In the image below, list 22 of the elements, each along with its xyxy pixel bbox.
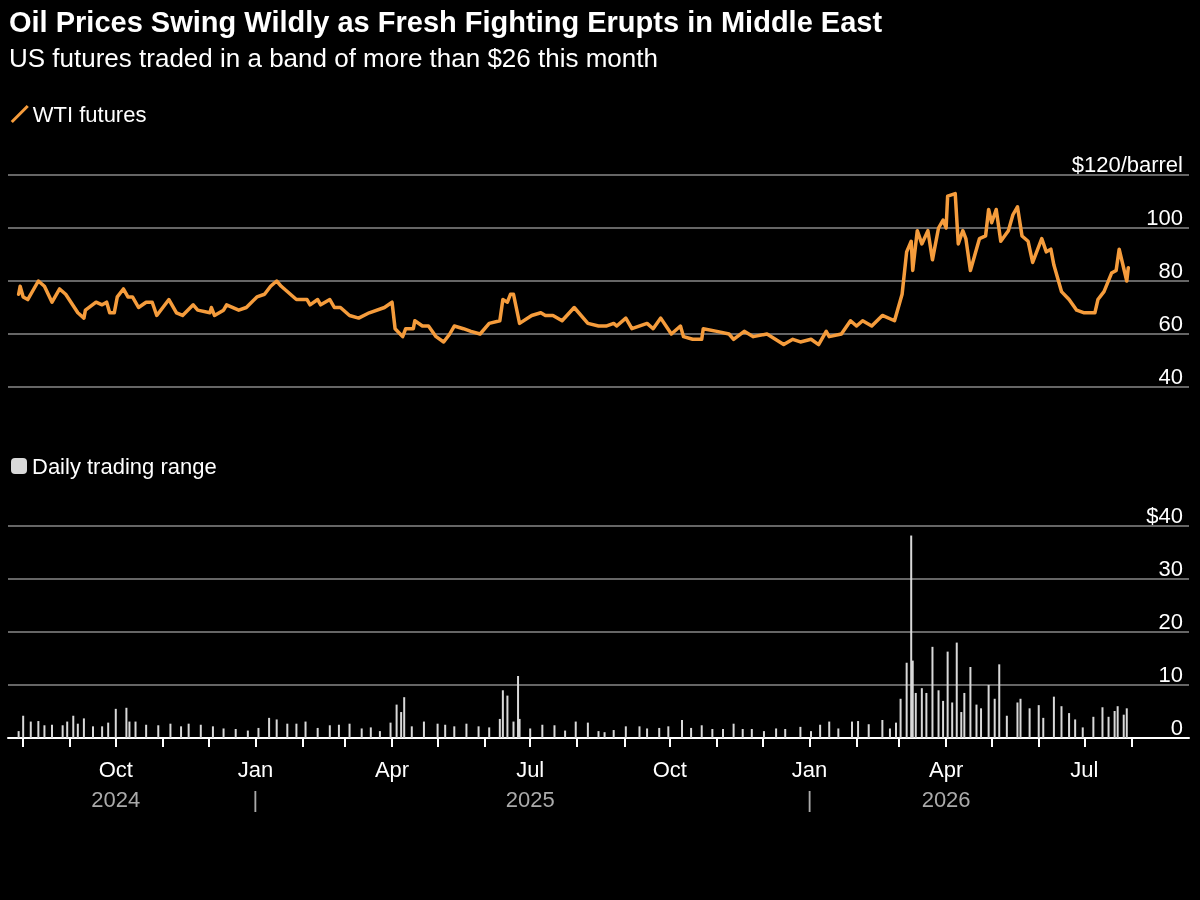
y-tick-label: 40 (1158, 363, 1183, 389)
x-tick-label: Apr (374, 756, 410, 782)
y-tick-label: 80 (1158, 257, 1183, 283)
y-tick-label: $40 (1146, 502, 1183, 528)
legend-label: WTI futures (32, 101, 147, 127)
x-tick-label: Apr 2026 (921, 756, 971, 812)
x-tick-label: Jul 2025 (505, 756, 555, 812)
legend-label: Daily trading range (32, 453, 217, 479)
y-tick-label: 30 (1158, 555, 1183, 581)
x-tick-label: Jan | (237, 756, 274, 812)
x-tick-label: Oct (652, 756, 687, 782)
y-tick-label: 10 (1158, 661, 1183, 687)
y-tick-label: 60 (1158, 310, 1183, 336)
y-tick-label: 100 (1146, 204, 1183, 230)
y-tick-label: 20 (1158, 608, 1183, 634)
x-tick-label: Oct 2024 (91, 756, 141, 812)
y-tick-label: 0 (1170, 714, 1183, 740)
y-tick-label: $120/barrel (1071, 151, 1183, 177)
x-tick-label: Jan | (791, 756, 828, 812)
chart-subtitle: US futures traded in a band of more than $26 this month (9, 43, 658, 73)
chart-title: Oil Prices Swing Wildly as Fresh Fighting Erupts in Middle East (9, 5, 883, 38)
x-tick-label: Jul (1070, 756, 1099, 782)
